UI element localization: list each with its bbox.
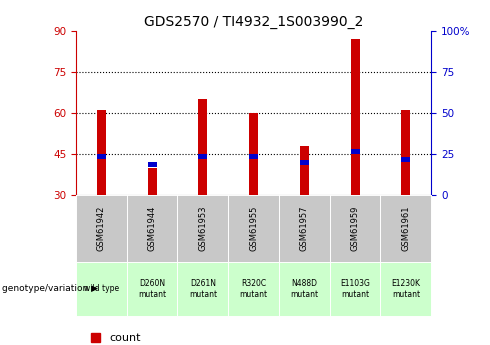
Bar [401,110,411,195]
Bar [401,157,411,162]
Bar [249,113,258,195]
Text: E1103G
mutant: E1103G mutant [340,279,370,299]
Text: D260N
mutant: D260N mutant [138,279,166,299]
Bar [198,99,207,195]
Bar [350,149,360,154]
Text: GSM61942: GSM61942 [97,206,106,251]
Text: GSM61957: GSM61957 [300,206,309,251]
Text: E1230K
mutant: E1230K mutant [392,279,420,299]
Text: GSM61955: GSM61955 [249,206,258,251]
Bar [300,146,309,195]
Text: GSM61944: GSM61944 [147,206,157,251]
Text: N488D
mutant: N488D mutant [290,279,318,299]
Bar [300,160,309,165]
Bar [97,154,106,159]
Text: R320C
mutant: R320C mutant [240,279,268,299]
Bar [97,110,106,195]
Text: genotype/variation ▶: genotype/variation ▶ [2,284,98,294]
Text: wild type: wild type [84,284,119,294]
Text: D261N
mutant: D261N mutant [189,279,217,299]
Bar [249,154,258,159]
Bar [198,154,207,159]
Title: GDS2570 / TI4932_1S003990_2: GDS2570 / TI4932_1S003990_2 [144,14,363,29]
Bar [350,39,360,195]
Bar [147,162,157,167]
Text: GSM61959: GSM61959 [350,206,360,251]
Text: GSM61953: GSM61953 [198,206,207,251]
Text: GSM61961: GSM61961 [401,206,410,251]
Bar [147,168,157,195]
Legend: count, percentile rank within the sample: count, percentile rank within the sample [91,333,297,345]
